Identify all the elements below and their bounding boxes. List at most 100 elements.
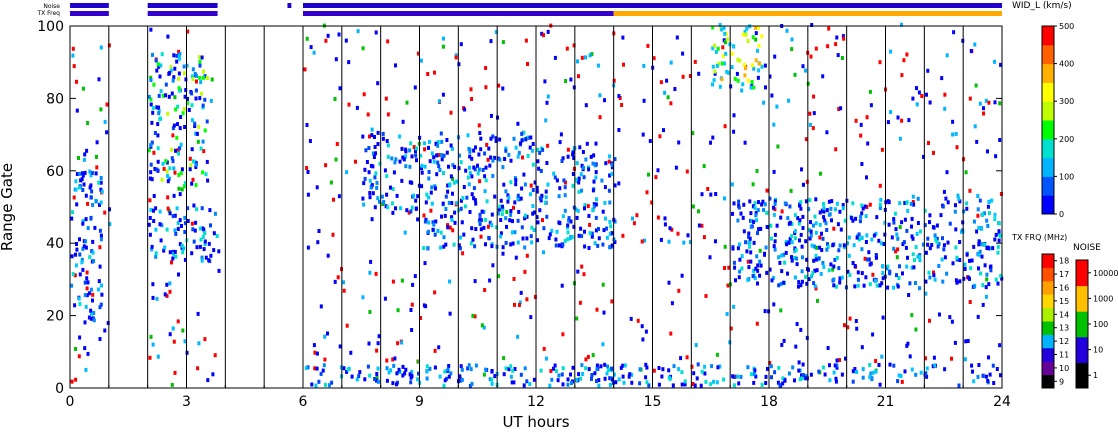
echo-pixel <box>424 200 428 205</box>
echo-pixel <box>668 226 672 231</box>
echo-pixel <box>872 233 876 238</box>
echo-pixel <box>731 374 735 379</box>
echo-pixel <box>201 103 205 108</box>
echo-pixel <box>184 88 188 93</box>
echo-pixel <box>313 366 317 371</box>
echo-pixel <box>566 147 570 152</box>
echo-pixel <box>732 383 736 388</box>
echo-pixel <box>108 222 112 227</box>
echo-pixel <box>479 227 483 232</box>
echo-pixel <box>376 196 380 201</box>
echo-pixel <box>915 102 919 107</box>
echo-pixel <box>183 230 187 234</box>
colorbar-swatch <box>1076 362 1088 389</box>
echo-pixel <box>498 204 502 209</box>
echo-pixel <box>613 240 617 244</box>
echo-pixel <box>154 58 158 63</box>
echo-pixel <box>751 274 755 279</box>
echo-pixel <box>675 35 679 40</box>
echo-pixel <box>910 367 914 372</box>
echo-pixel <box>499 231 503 236</box>
echo-pixel <box>674 165 678 170</box>
echo-pixel <box>805 335 809 340</box>
echo-pixel <box>810 274 813 279</box>
echo-pixel <box>607 368 611 373</box>
echo-pixel <box>91 298 94 303</box>
echo-pixel <box>667 368 671 373</box>
echo-pixel <box>407 210 411 215</box>
echo-pixel <box>375 348 379 353</box>
echo-pixel <box>797 221 801 226</box>
echo-pixel <box>878 283 882 288</box>
echo-pixel <box>149 170 153 175</box>
echo-pixel <box>99 200 103 205</box>
echo-pixel <box>941 236 944 241</box>
echo-pixel <box>607 159 611 164</box>
echo-pixel <box>757 200 760 205</box>
echo-pixel <box>459 160 463 165</box>
echo-pixel <box>191 159 195 164</box>
echo-pixel <box>621 35 625 40</box>
echo-pixel <box>749 85 753 90</box>
echo-pixel <box>831 243 835 248</box>
echo-pixel <box>385 358 389 363</box>
echo-pixel <box>700 192 704 197</box>
echo-pixel <box>95 165 99 170</box>
echo-pixel <box>91 239 95 244</box>
echo-pixel <box>764 374 768 379</box>
echo-pixel <box>997 238 1001 243</box>
echo-pixel <box>860 162 864 166</box>
echo-pixel <box>985 246 989 250</box>
echo-pixel <box>375 376 379 380</box>
echo-pixel <box>984 98 988 103</box>
echo-pixel <box>376 379 380 384</box>
echo-pixel <box>545 214 549 219</box>
echo-pixel <box>389 368 393 373</box>
echo-pixel <box>177 71 181 76</box>
echo-pixel <box>926 236 930 241</box>
echo-pixel <box>955 255 959 260</box>
echo-pixel <box>548 383 552 388</box>
echo-pixel <box>420 170 424 175</box>
echo-pixel <box>592 202 596 207</box>
echo-pixel <box>441 92 445 97</box>
echo-pixel <box>488 377 492 382</box>
echo-pixel <box>529 234 533 239</box>
echo-pixel <box>729 84 733 89</box>
echo-pixel <box>758 61 762 66</box>
echo-pixel <box>706 187 710 191</box>
echo-pixel <box>602 310 606 315</box>
echo-pixel <box>903 201 907 205</box>
echo-pixel <box>670 301 674 306</box>
echo-pixel <box>594 215 598 220</box>
echo-pixel <box>753 205 757 210</box>
echo-pixel <box>973 124 977 129</box>
echo-pixel <box>337 32 341 37</box>
echo-pixel <box>155 68 159 73</box>
echo-pixel <box>509 364 513 369</box>
echo-pixel <box>542 346 546 351</box>
echo-pixel <box>608 232 612 236</box>
echo-pixel <box>834 284 838 289</box>
echo-pixel <box>587 167 591 172</box>
echo-pixel <box>928 246 932 251</box>
echo-pixel <box>154 251 158 256</box>
echo-pixel <box>78 302 82 307</box>
echo-pixel <box>790 222 794 227</box>
echo-pixel <box>165 227 169 232</box>
echo-pixel <box>538 150 542 155</box>
echo-pixel <box>77 185 81 190</box>
colorbar-tick-label: 14 <box>1059 310 1069 319</box>
echo-pixel <box>993 217 997 222</box>
echo-pixel <box>458 153 461 158</box>
echo-pixel <box>502 182 506 187</box>
echo-pixel <box>98 202 101 207</box>
echo-pixel <box>572 85 576 90</box>
echo-pixel <box>563 185 567 190</box>
echo-pixel <box>592 204 596 209</box>
echo-pixel <box>787 371 791 376</box>
echo-pixel <box>760 34 764 39</box>
echo-pixel <box>636 318 640 323</box>
echo-pixel <box>912 202 916 207</box>
